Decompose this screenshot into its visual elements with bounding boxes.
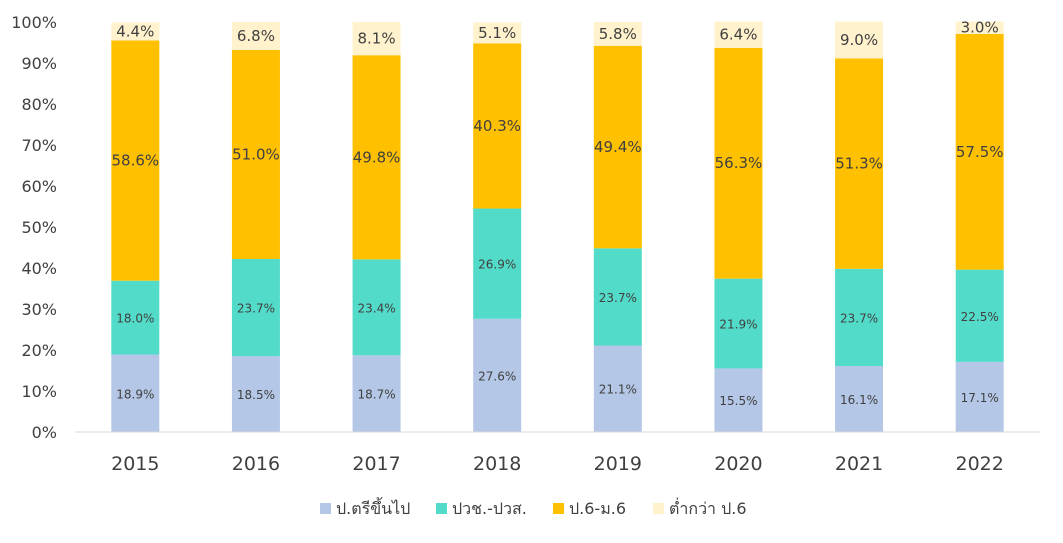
bar-segment <box>835 365 884 432</box>
data-label: 17.1% <box>961 391 999 405</box>
data-label: 21.1% <box>599 383 637 397</box>
y-tick-label: 100% <box>11 13 57 32</box>
bar-segment <box>473 208 522 319</box>
x-tick-label: 2015 <box>111 453 159 475</box>
bar-segment <box>111 354 160 432</box>
data-label: 4.4% <box>116 22 154 40</box>
x-tick-label: 2019 <box>594 453 642 475</box>
bar-segment <box>593 45 642 249</box>
x-tick-label: 2022 <box>956 453 1004 475</box>
bar-segment <box>955 33 1004 270</box>
bar-segment <box>714 278 763 369</box>
bar-segment <box>714 21 763 48</box>
legend-swatch <box>553 503 564 514</box>
bar-segment <box>231 22 280 50</box>
data-label: 23.4% <box>358 301 396 315</box>
data-label: 9.0% <box>840 31 878 49</box>
bar-segment <box>231 356 280 432</box>
y-tick-label: 60% <box>21 177 57 196</box>
data-label: 18.5% <box>237 388 275 402</box>
data-label: 6.4% <box>719 26 757 44</box>
data-label: 49.4% <box>594 138 642 156</box>
x-tick-label: 2020 <box>714 453 762 475</box>
bar-segment <box>473 22 522 44</box>
legend: ป.ตรีขึ้นไป ปวช.-ปวส. ป.6-ม.6 ต่ำกว่า ป.6 <box>320 497 747 518</box>
data-label: 23.7% <box>237 302 275 316</box>
y-tick-label: 90% <box>21 54 57 73</box>
y-axis: 0% 10% 20% 30% 40% 50% 60% 70% 80% 90% 100% <box>11 13 57 442</box>
bar-segment <box>593 248 642 346</box>
bars-group: 18.9% 18.0% 58.6% 4.4% 18.5% 23.7% 51.0% 6.8% 18… <box>111 19 1004 432</box>
data-label: 26.9% <box>478 258 516 272</box>
y-tick-label: 80% <box>21 95 57 114</box>
legend-swatch <box>653 503 664 514</box>
bar-segment <box>352 355 401 432</box>
data-label: 57.5% <box>956 143 1004 161</box>
data-label: 18.9% <box>116 387 154 401</box>
y-tick-label: 70% <box>21 136 57 155</box>
y-tick-label: 40% <box>21 259 57 278</box>
bar-segment <box>352 259 401 356</box>
bar-segment <box>352 55 401 260</box>
data-label: 56.3% <box>715 154 763 172</box>
bar-segment <box>231 258 280 357</box>
bar-segment <box>955 361 1004 432</box>
data-label: 40.3% <box>473 117 521 135</box>
x-tick-label: 2018 <box>473 453 521 475</box>
bar-segment <box>955 21 1004 34</box>
data-label: 51.0% <box>232 145 280 163</box>
x-axis: 2015 2016 2017 2018 2019 2020 2021 2022 <box>75 431 1040 475</box>
x-tick-label: 2021 <box>835 453 883 475</box>
x-tick-label: 2016 <box>232 453 280 475</box>
data-label: 23.7% <box>599 291 637 305</box>
data-label: 16.1% <box>840 393 878 407</box>
legend-label: ป.ตรีขึ้นไป <box>336 497 410 518</box>
bar-segment <box>714 47 763 279</box>
bar-segment <box>352 22 401 56</box>
legend-label: ป.6-ม.6 <box>569 499 626 518</box>
data-label: 49.8% <box>353 148 401 166</box>
data-label: 22.5% <box>961 310 999 324</box>
data-label: 8.1% <box>358 30 396 48</box>
legend-swatch <box>436 503 447 514</box>
data-label: 51.3% <box>835 155 883 173</box>
y-tick-label: 0% <box>32 423 57 442</box>
bar-segment <box>111 22 160 41</box>
y-tick-label: 10% <box>21 382 57 401</box>
data-label: 21.9% <box>719 318 757 332</box>
data-label: 6.8% <box>237 27 275 45</box>
bar-segment <box>593 22 642 46</box>
bar-segment <box>231 49 280 259</box>
data-label: 5.1% <box>478 24 516 42</box>
data-label: 15.5% <box>719 394 757 408</box>
bar-segment <box>955 269 1004 362</box>
bar-segment <box>835 58 884 269</box>
data-label: 27.6% <box>478 369 516 383</box>
y-tick-label: 30% <box>21 300 57 319</box>
bar-segment <box>473 43 522 209</box>
legend-label: ปวช.-ปวส. <box>452 499 527 518</box>
bar-segment <box>473 318 522 432</box>
bar-segment <box>593 345 642 432</box>
data-label: 18.0% <box>116 312 154 326</box>
bar-segment <box>111 280 160 355</box>
legend-label: ต่ำกว่า ป.6 <box>669 497 747 518</box>
data-label: 23.7% <box>840 311 878 325</box>
bar-segment <box>835 268 884 366</box>
bar-segment <box>111 40 160 281</box>
bar-segment <box>714 368 763 432</box>
y-tick-label: 50% <box>21 218 57 237</box>
legend-swatch <box>320 503 331 514</box>
data-label: 5.8% <box>599 25 637 43</box>
data-label: 58.6% <box>111 152 159 170</box>
x-tick-label: 2017 <box>352 453 400 475</box>
bar-segment <box>835 21 884 59</box>
data-label: 3.0% <box>961 19 999 37</box>
data-label: 18.7% <box>358 388 396 402</box>
y-tick-label: 20% <box>21 341 57 360</box>
